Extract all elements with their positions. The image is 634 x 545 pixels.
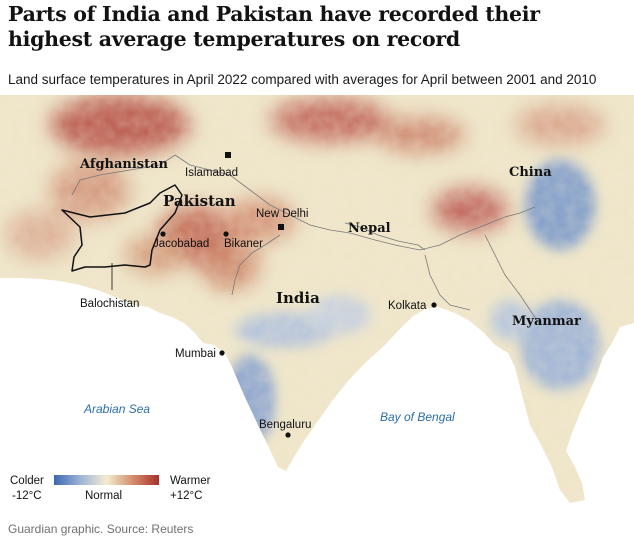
label-pakistan: Pakistan — [163, 192, 236, 210]
label-new-delhi: New Delhi — [256, 208, 308, 220]
legend-normal: Normal — [85, 490, 122, 502]
label-kolkata: Kolkata — [388, 300, 427, 312]
bikaner-marker — [223, 231, 229, 237]
mumbai-marker — [219, 350, 225, 356]
islamabad-marker — [225, 152, 231, 158]
legend: Colder -12°C Normal Warmer +12°C — [10, 475, 211, 502]
legend-min: -12°C — [12, 490, 42, 502]
balochistan-outline — [61, 184, 183, 272]
map-svg: Afghanistan Pakistan China Nepal India M… — [0, 95, 634, 510]
label-balochistan: Balochistan — [80, 298, 139, 310]
country-labels: Afghanistan Pakistan China Nepal India M… — [79, 157, 581, 329]
new-delhi-marker — [278, 224, 284, 230]
jacobabad-marker — [160, 231, 166, 237]
label-china: China — [509, 165, 552, 180]
headline: Parts of India and Pakistan have recorde… — [8, 2, 540, 51]
legend-color-ramp — [54, 475, 159, 485]
label-afghanistan: Afghanistan — [79, 157, 169, 172]
label-jacobabad: Jacobabad — [153, 238, 209, 250]
legend-warmer: Warmer — [170, 475, 211, 487]
temperature-anomaly-map: Afghanistan Pakistan China Nepal India M… — [0, 95, 634, 510]
credit: Guardian graphic. Source: Reuters — [8, 522, 194, 536]
kolkata-marker — [431, 302, 437, 308]
country-borders — [71, 154, 541, 326]
sea-labels: Arabian Sea Bay of Bengal — [83, 402, 455, 424]
legend-colder: Colder — [10, 475, 44, 487]
bengaluru-marker — [285, 432, 291, 438]
label-arabian-sea: Arabian Sea — [83, 402, 150, 416]
label-myanmar: Myanmar — [512, 314, 581, 329]
label-bikaner: Bikaner — [224, 238, 263, 250]
city-markers: Islamabad New Delhi Jacobabad Bikaner Ko… — [153, 152, 437, 438]
label-nepal: Nepal — [348, 221, 391, 236]
label-bengaluru: Bengaluru — [259, 419, 311, 431]
label-islamabad: Islamabad — [185, 167, 238, 179]
label-india: India — [276, 289, 320, 307]
label-mumbai: Mumbai — [175, 348, 216, 360]
legend-max: +12°C — [170, 490, 202, 502]
label-bay-of-bengal: Bay of Bengal — [380, 410, 455, 424]
standfirst: Land surface temperatures in April 2022 … — [8, 72, 597, 87]
